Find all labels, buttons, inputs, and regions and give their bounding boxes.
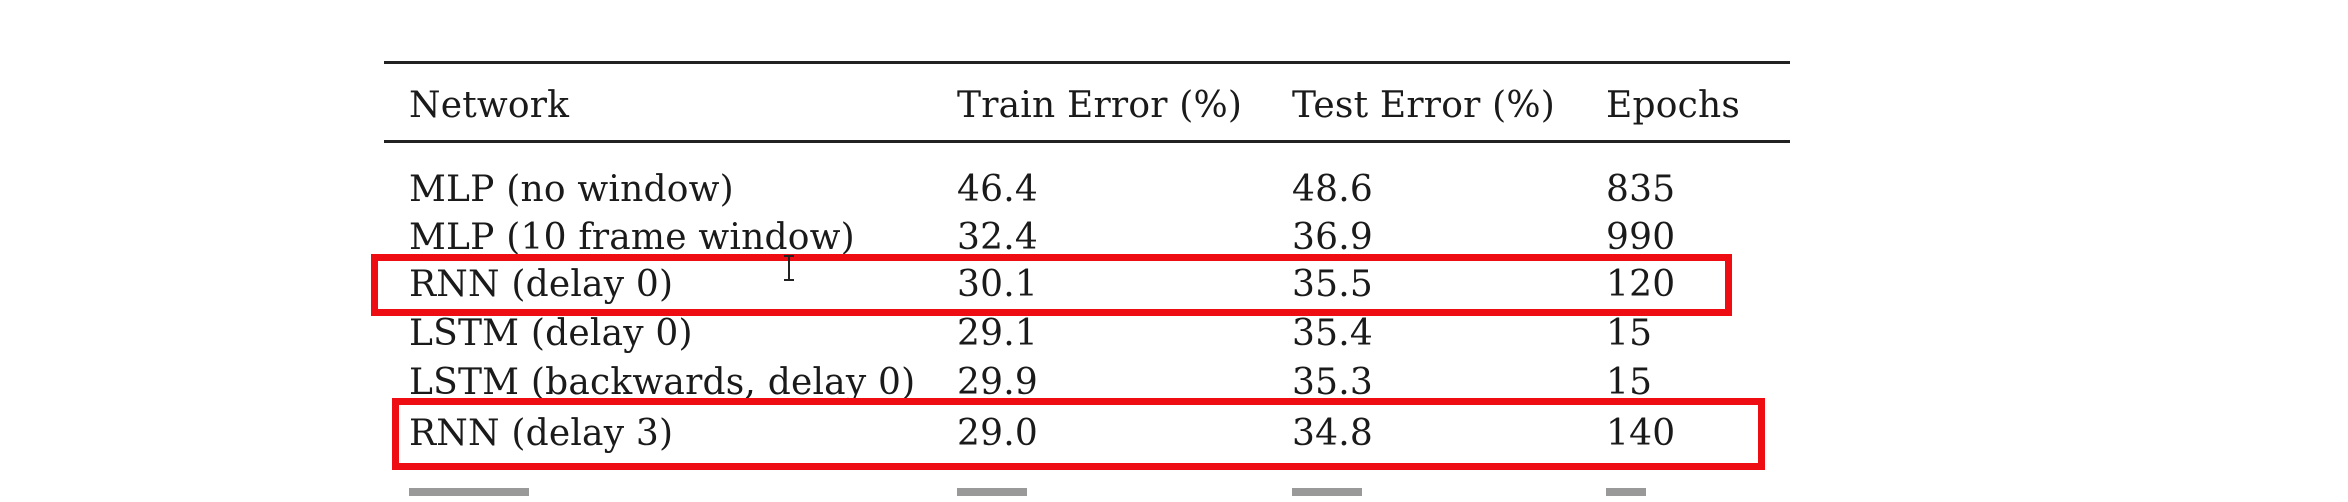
row-network: LSTM (delay 0) xyxy=(409,313,693,354)
row-network: RNN (delay 3) xyxy=(409,413,674,454)
row-network: MLP (no window) xyxy=(409,169,734,210)
row-test-error: 34.8 xyxy=(1292,413,1373,454)
row-network: LSTM (backwards, delay 0) xyxy=(409,362,916,403)
highlight-box-rnn-delay-0 xyxy=(371,254,1732,316)
row-epochs: 990 xyxy=(1606,217,1676,258)
cut-off-text xyxy=(957,488,1027,496)
row-train-error: 29.9 xyxy=(957,362,1038,403)
cut-off-text xyxy=(1292,488,1362,496)
row-train-error: 29.0 xyxy=(957,413,1038,454)
row-epochs: 120 xyxy=(1606,264,1676,305)
row-train-error: 32.4 xyxy=(957,217,1038,258)
table-top-rule xyxy=(384,61,1790,64)
cut-off-text xyxy=(409,488,529,496)
table-header-rule xyxy=(384,140,1790,143)
row-network: RNN (delay 0) xyxy=(409,264,674,305)
header-network: Network xyxy=(409,85,570,126)
row-train-error: 30.1 xyxy=(957,264,1038,305)
row-test-error: 35.4 xyxy=(1292,313,1373,354)
text-cursor-icon xyxy=(784,255,794,281)
row-test-error: 36.9 xyxy=(1292,217,1373,258)
header-epochs: Epochs xyxy=(1606,85,1741,126)
row-epochs: 140 xyxy=(1606,413,1676,454)
row-train-error: 46.4 xyxy=(957,169,1038,210)
cut-off-text xyxy=(1606,488,1646,496)
row-test-error: 35.5 xyxy=(1292,264,1373,305)
row-epochs: 15 xyxy=(1606,362,1653,403)
header-test-error: Test Error (%) xyxy=(1292,85,1556,126)
row-test-error: 35.3 xyxy=(1292,362,1373,403)
highlight-box-rnn-delay-3 xyxy=(392,398,1765,470)
row-epochs: 835 xyxy=(1606,169,1676,210)
row-train-error: 29.1 xyxy=(957,313,1038,354)
header-train-error: Train Error (%) xyxy=(957,85,1243,126)
row-epochs: 15 xyxy=(1606,313,1653,354)
row-test-error: 48.6 xyxy=(1292,169,1373,210)
cut-off-row xyxy=(380,482,1800,502)
row-network: MLP (10 frame window) xyxy=(409,217,855,258)
